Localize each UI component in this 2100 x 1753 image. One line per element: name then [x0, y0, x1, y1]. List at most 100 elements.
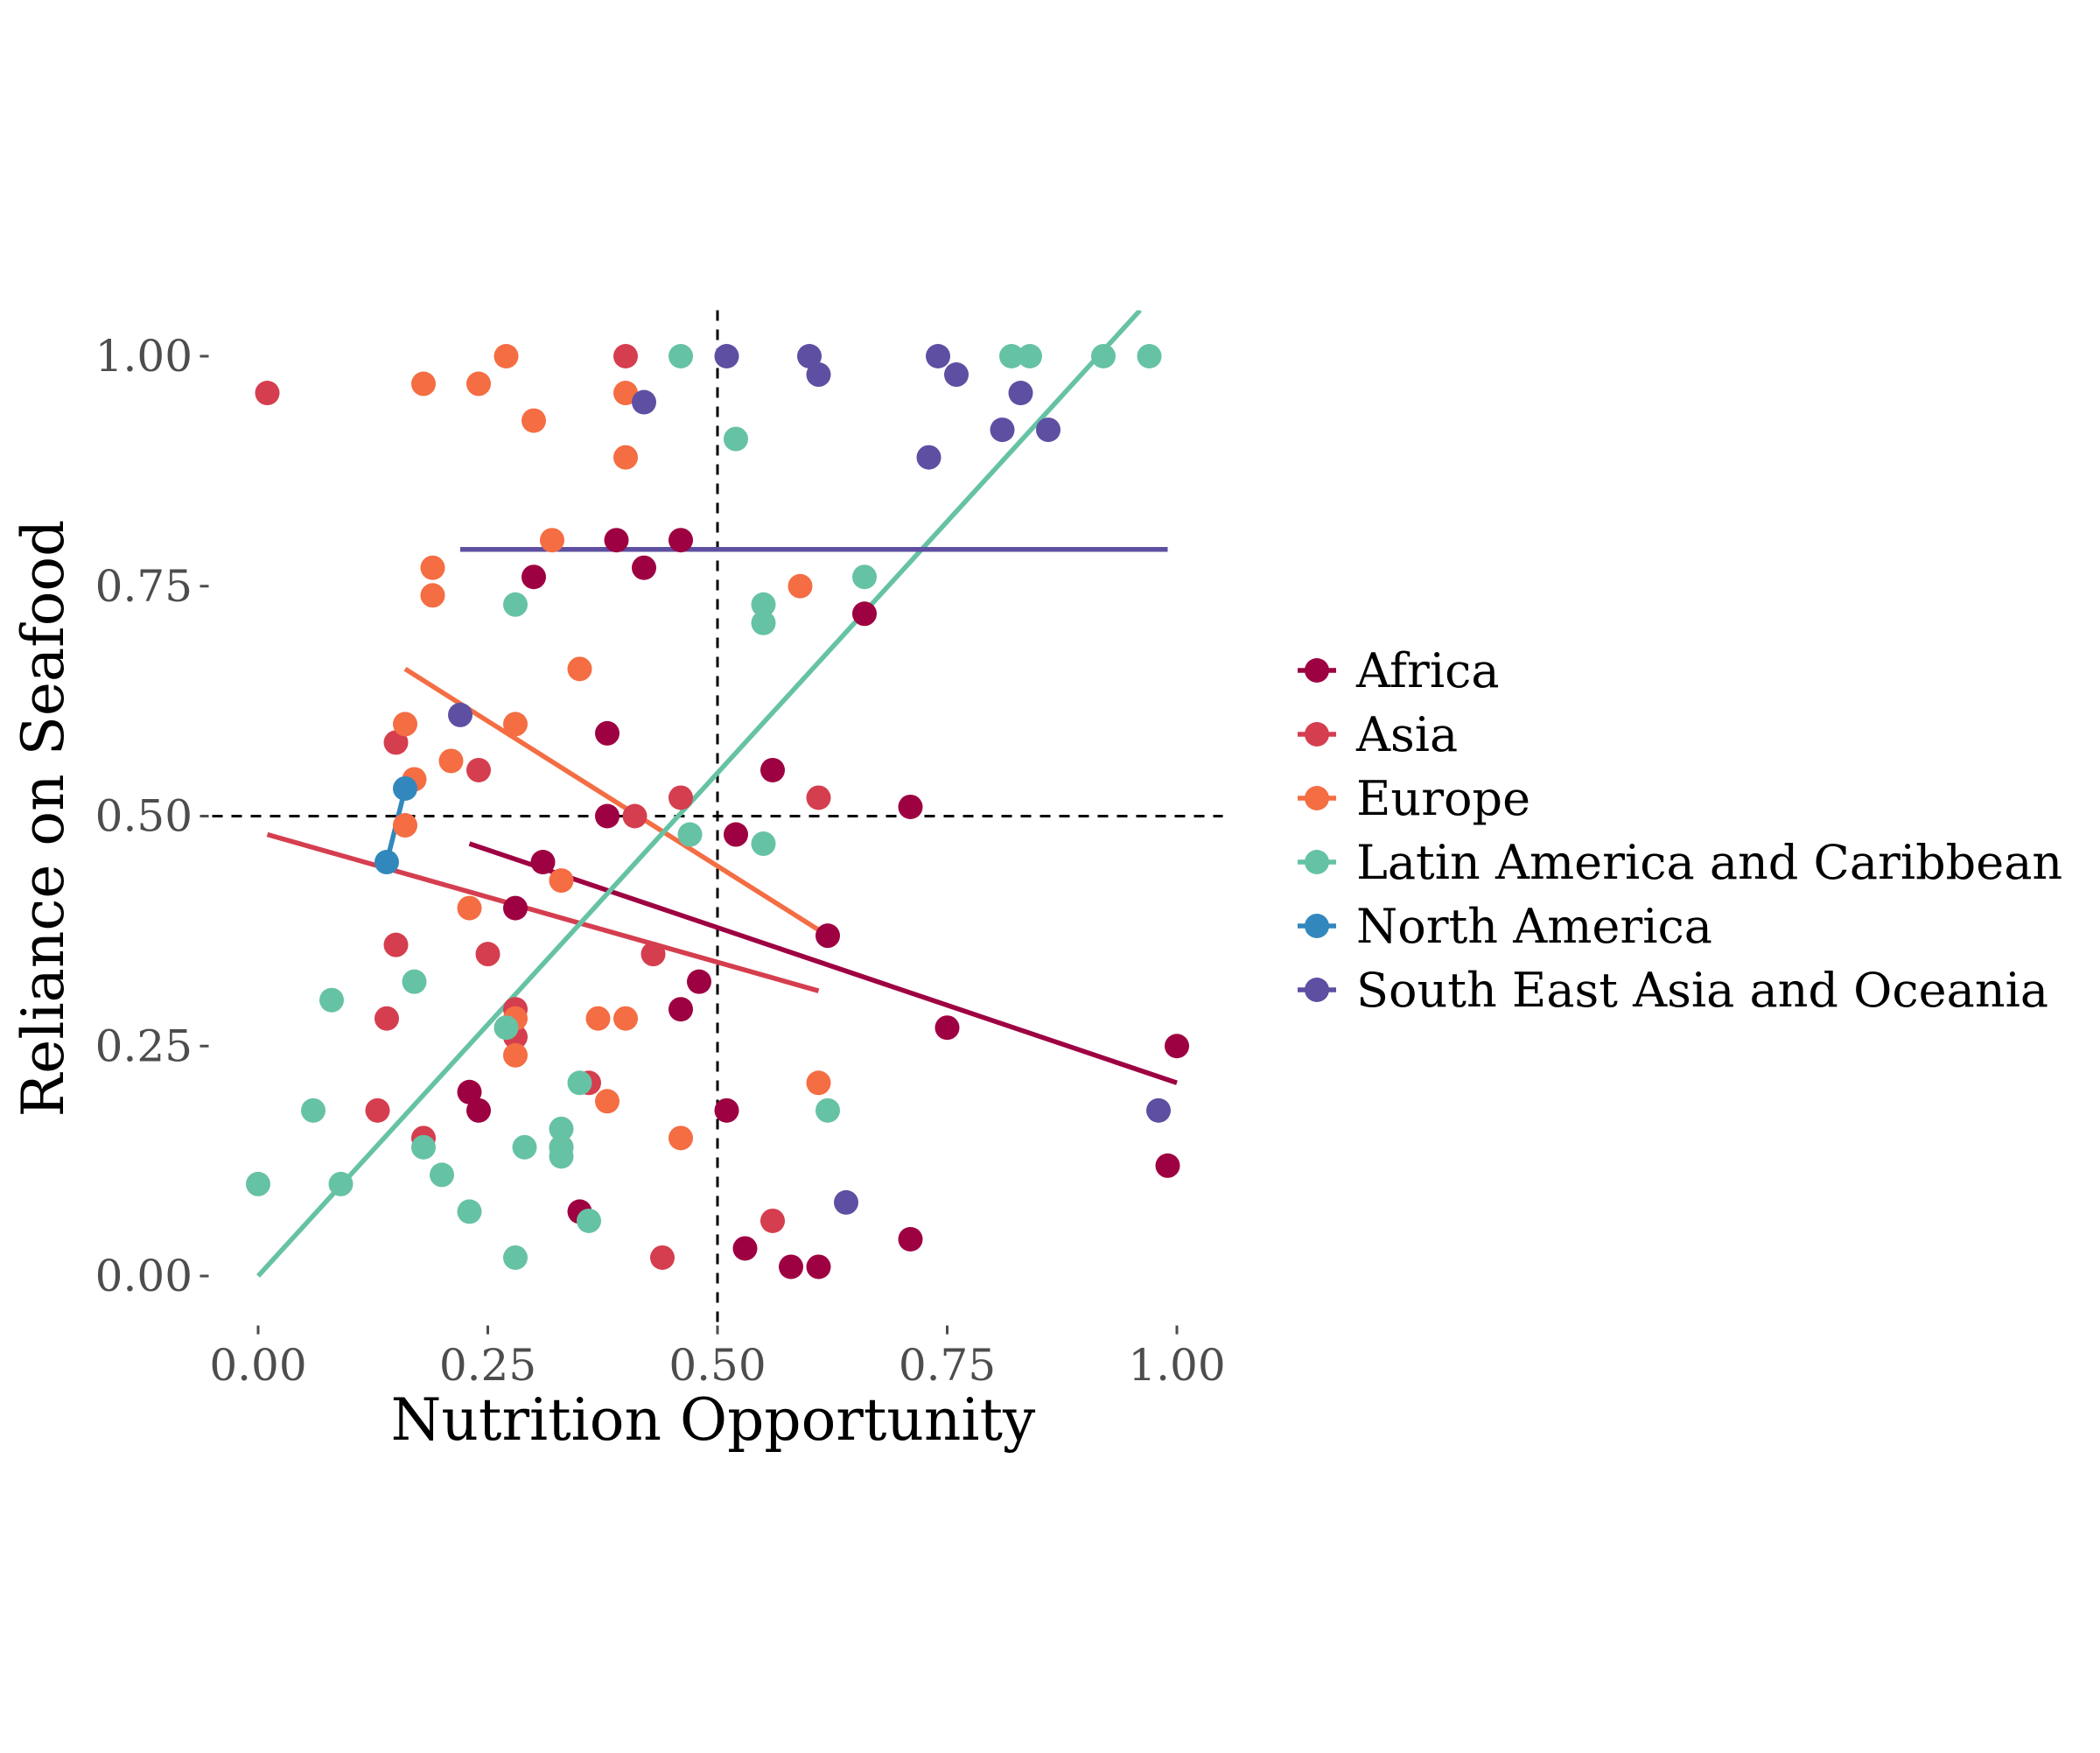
data-point	[852, 564, 877, 590]
y-tick-label: 0.50	[95, 791, 192, 842]
data-point	[687, 969, 711, 994]
data-point	[806, 362, 831, 388]
data-point	[1165, 1034, 1189, 1059]
legend-label: Africa	[1355, 643, 1500, 698]
data-point	[898, 794, 923, 819]
trend-line-1	[266, 831, 820, 993]
data-point	[549, 1144, 574, 1169]
data-point	[751, 831, 776, 857]
data-point	[806, 1254, 831, 1280]
data-point	[430, 1162, 454, 1188]
data-point	[374, 1006, 399, 1031]
legend: Africa Asia Europe Latin America and Caribb…	[1298, 643, 2062, 1018]
data-point	[530, 850, 556, 875]
data-point	[934, 1015, 960, 1041]
data-point	[668, 997, 693, 1022]
data-point	[255, 381, 280, 406]
legend-key-point	[1305, 786, 1329, 810]
data-point	[577, 1208, 601, 1233]
data-point	[246, 1171, 270, 1196]
data-point	[613, 1006, 638, 1031]
data-point	[788, 573, 813, 599]
data-point	[522, 408, 546, 433]
x-tick-label: 0.25	[439, 1340, 536, 1391]
data-point	[328, 1171, 354, 1196]
legend-label: North America	[1356, 899, 1712, 954]
legend-key-point	[1305, 978, 1329, 1002]
data-point	[549, 1116, 574, 1141]
data-point	[512, 1134, 537, 1160]
x-tick-label: 0.50	[668, 1340, 766, 1391]
data-point	[365, 1097, 390, 1123]
data-point	[567, 1070, 592, 1096]
data-point	[990, 417, 1015, 443]
data-point	[999, 344, 1024, 368]
data-point	[724, 426, 748, 452]
data-point	[1018, 344, 1042, 368]
legend-key-point	[1305, 914, 1329, 938]
data-point	[668, 785, 693, 810]
data-point	[466, 757, 491, 782]
data-point	[613, 344, 638, 368]
data-point	[457, 1199, 482, 1224]
data-point	[466, 371, 491, 396]
data-points	[246, 344, 1189, 1280]
data-point	[466, 1097, 491, 1123]
data-point	[760, 757, 785, 782]
data-point	[916, 445, 942, 470]
data-point	[383, 730, 409, 755]
data-point	[650, 1245, 675, 1270]
data-point	[816, 923, 840, 949]
axes: 0.00 0.25 0.50 0.75 1.00 0.00 0.25 0.50 0.75 1.00	[95, 331, 1226, 1391]
data-point	[632, 555, 656, 580]
data-point	[677, 822, 703, 847]
data-point	[622, 803, 648, 829]
y-axis-title: Reliance on Seafood	[10, 520, 77, 1118]
data-point	[797, 344, 822, 368]
data-point	[393, 712, 417, 737]
data-point	[724, 822, 748, 847]
data-point	[1008, 381, 1033, 406]
data-point	[383, 932, 409, 957]
data-point	[751, 610, 776, 635]
data-point	[640, 942, 666, 967]
data-point	[1146, 1097, 1171, 1123]
data-point	[806, 785, 831, 810]
legend-label: Asia	[1355, 707, 1458, 762]
data-point	[567, 656, 592, 682]
data-point	[604, 528, 629, 553]
trend-line-3	[256, 310, 1143, 1278]
x-axis-title: Nutrition Opportunity	[391, 1386, 1036, 1454]
trend-line-2	[403, 667, 830, 938]
data-point	[806, 1070, 831, 1096]
data-point	[668, 528, 693, 553]
data-point	[1091, 344, 1116, 368]
data-point	[457, 1079, 482, 1104]
data-point	[816, 1097, 840, 1123]
data-point	[613, 381, 638, 406]
data-point	[522, 564, 546, 590]
data-point	[411, 1134, 436, 1160]
legend-label: South East Asia and Oceania	[1356, 963, 2048, 1018]
data-point	[1036, 417, 1060, 443]
data-point	[714, 1097, 739, 1123]
data-point	[613, 445, 638, 470]
data-point	[1155, 1153, 1180, 1178]
legend-key-point	[1305, 658, 1329, 683]
data-point	[668, 344, 693, 368]
data-point	[393, 775, 417, 801]
y-tick-label: 1.00	[95, 331, 192, 382]
data-point	[503, 712, 528, 737]
data-point	[834, 1189, 858, 1215]
legend-key-point	[1305, 850, 1329, 874]
data-point	[751, 592, 776, 617]
data-point	[448, 702, 472, 727]
legend-label: Europe	[1356, 771, 1530, 826]
legend-label: Latin America and Caribbean	[1356, 835, 2062, 890]
data-point	[1137, 344, 1162, 368]
data-point	[944, 362, 969, 388]
data-point	[632, 389, 656, 415]
data-point	[503, 592, 528, 617]
data-point	[494, 344, 519, 368]
data-point	[301, 1097, 326, 1123]
